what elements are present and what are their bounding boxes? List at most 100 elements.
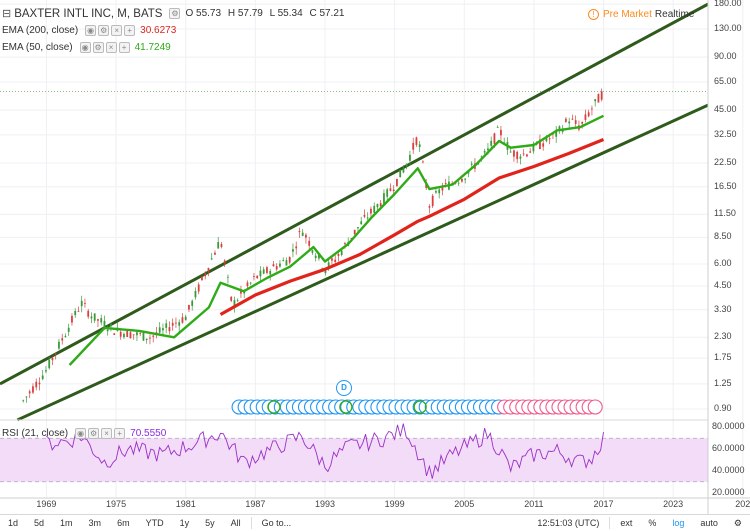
candle-body bbox=[207, 268, 210, 272]
gear-icon[interactable]: ⚙ bbox=[88, 428, 100, 439]
gear-icon[interactable]: ⚙ bbox=[98, 25, 110, 36]
close-icon[interactable]: × bbox=[111, 25, 123, 36]
upper-channel-line bbox=[0, 2, 709, 386]
candle-body bbox=[500, 129, 502, 136]
split-event bbox=[339, 400, 353, 414]
collapse-square-icon[interactable]: ⊟ bbox=[2, 8, 12, 20]
log-toggle[interactable]: log bbox=[672, 518, 685, 528]
price-tick-label: 22.50 bbox=[714, 157, 737, 168]
realtime-label: Realtime bbox=[654, 9, 695, 20]
candle-body bbox=[600, 91, 603, 100]
candle-body bbox=[25, 396, 28, 398]
eye-icon[interactable]: ◉ bbox=[85, 25, 97, 36]
lower-channel-line bbox=[16, 103, 709, 422]
candle-body bbox=[353, 229, 356, 235]
low-value: L 55.34 bbox=[269, 8, 303, 19]
price-tick-label: 180.00 bbox=[714, 0, 742, 9]
candle-body bbox=[119, 331, 122, 337]
candle-body bbox=[324, 270, 327, 274]
candle-body bbox=[526, 154, 528, 157]
candle-body bbox=[129, 332, 132, 339]
range-button-5y[interactable]: 5y bbox=[205, 518, 215, 528]
more-icon[interactable]: + bbox=[114, 428, 126, 439]
ext-toggle[interactable]: ext bbox=[620, 518, 633, 528]
candle-body bbox=[22, 400, 25, 402]
candle-body bbox=[376, 204, 379, 208]
more-icon[interactable]: + bbox=[118, 42, 130, 53]
candle-body bbox=[441, 187, 444, 191]
candle-body bbox=[392, 189, 395, 192]
candle-body bbox=[431, 195, 434, 207]
premarket-status[interactable]: ! Pre Market Realtime bbox=[588, 9, 694, 20]
eye-icon[interactable]: ◉ bbox=[79, 42, 91, 53]
candle-body bbox=[51, 357, 54, 361]
candle-body bbox=[288, 256, 291, 263]
close-icon[interactable]: × bbox=[105, 42, 117, 53]
eye-icon[interactable]: ◉ bbox=[75, 428, 87, 439]
candle-body bbox=[597, 94, 600, 103]
candle-body bbox=[236, 300, 239, 302]
ema200-line bbox=[219, 138, 605, 316]
candle-body bbox=[217, 242, 220, 249]
candle-body bbox=[194, 290, 197, 298]
close-icon[interactable]: × bbox=[101, 428, 113, 439]
ema200-label[interactable]: EMA (200, close) bbox=[2, 25, 79, 36]
range-button-1m[interactable]: 1m bbox=[60, 518, 73, 528]
settings-icon[interactable]: ⚙ bbox=[169, 8, 181, 19]
candle-body bbox=[282, 260, 285, 262]
candle-body bbox=[435, 191, 437, 193]
candle-body bbox=[74, 310, 77, 316]
candle-body bbox=[240, 290, 242, 294]
candle-body bbox=[405, 163, 408, 167]
gear-icon[interactable]: ⚙ bbox=[733, 518, 742, 528]
price-tick-label: 130.00 bbox=[714, 22, 742, 33]
candle-body bbox=[149, 337, 151, 339]
split-event bbox=[413, 400, 427, 414]
candle-body bbox=[425, 183, 428, 188]
gear-icon[interactable]: ⚙ bbox=[92, 42, 104, 53]
price-tick-label: 6.00 bbox=[714, 258, 732, 269]
dividend-marker[interactable]: D bbox=[336, 380, 352, 396]
auto-toggle[interactable]: auto bbox=[700, 518, 718, 528]
candle-body bbox=[386, 189, 389, 197]
candle-body bbox=[184, 316, 187, 321]
ema200-controls: ◉ ⚙ × + bbox=[83, 25, 136, 36]
more-icon[interactable]: + bbox=[124, 25, 136, 36]
legend-rsi: RSI (21, close) ◉ ⚙ × + 70.5550 bbox=[2, 428, 166, 439]
candle-body bbox=[529, 151, 532, 153]
range-button-6m[interactable]: 6m bbox=[117, 518, 130, 528]
range-button-1d[interactable]: 1d bbox=[8, 518, 19, 528]
candle-body bbox=[539, 139, 541, 149]
candle-body bbox=[246, 282, 249, 287]
candle-body bbox=[77, 310, 80, 312]
percent-toggle[interactable]: % bbox=[648, 518, 657, 528]
candle-body bbox=[558, 126, 561, 129]
range-button-5d[interactable]: 5d bbox=[34, 518, 45, 528]
candle-body bbox=[54, 353, 57, 355]
candle-body bbox=[292, 249, 294, 252]
candle-body bbox=[269, 271, 272, 275]
candle-body bbox=[295, 246, 298, 249]
candle-body bbox=[165, 323, 168, 328]
legend-controls: ⚙ bbox=[167, 8, 181, 19]
range-button-all[interactable]: All bbox=[230, 518, 241, 528]
candle-body bbox=[493, 133, 496, 144]
price-tick-label: 90.00 bbox=[714, 51, 737, 62]
symbol-title[interactable]: BAXTER INTL INC, M, BATS bbox=[14, 7, 163, 20]
ema50-label[interactable]: EMA (50, close) bbox=[2, 42, 73, 53]
candle-body bbox=[308, 240, 311, 246]
candle-body bbox=[220, 244, 223, 247]
range-button-1y[interactable]: 1y bbox=[179, 518, 190, 528]
ema50-line bbox=[68, 114, 605, 366]
candle-body bbox=[542, 143, 545, 147]
rsi-label[interactable]: RSI (21, close) bbox=[2, 428, 69, 439]
time-tick-label: 2017 bbox=[593, 499, 614, 509]
range-button-ytd[interactable]: YTD bbox=[145, 518, 164, 528]
goto-button[interactable]: Go to... bbox=[261, 518, 292, 528]
range-button-3m[interactable]: 3m bbox=[88, 518, 102, 528]
candle-body bbox=[314, 255, 317, 259]
candle-body bbox=[100, 318, 103, 323]
candle-body bbox=[272, 264, 275, 267]
candle-body bbox=[61, 338, 64, 341]
